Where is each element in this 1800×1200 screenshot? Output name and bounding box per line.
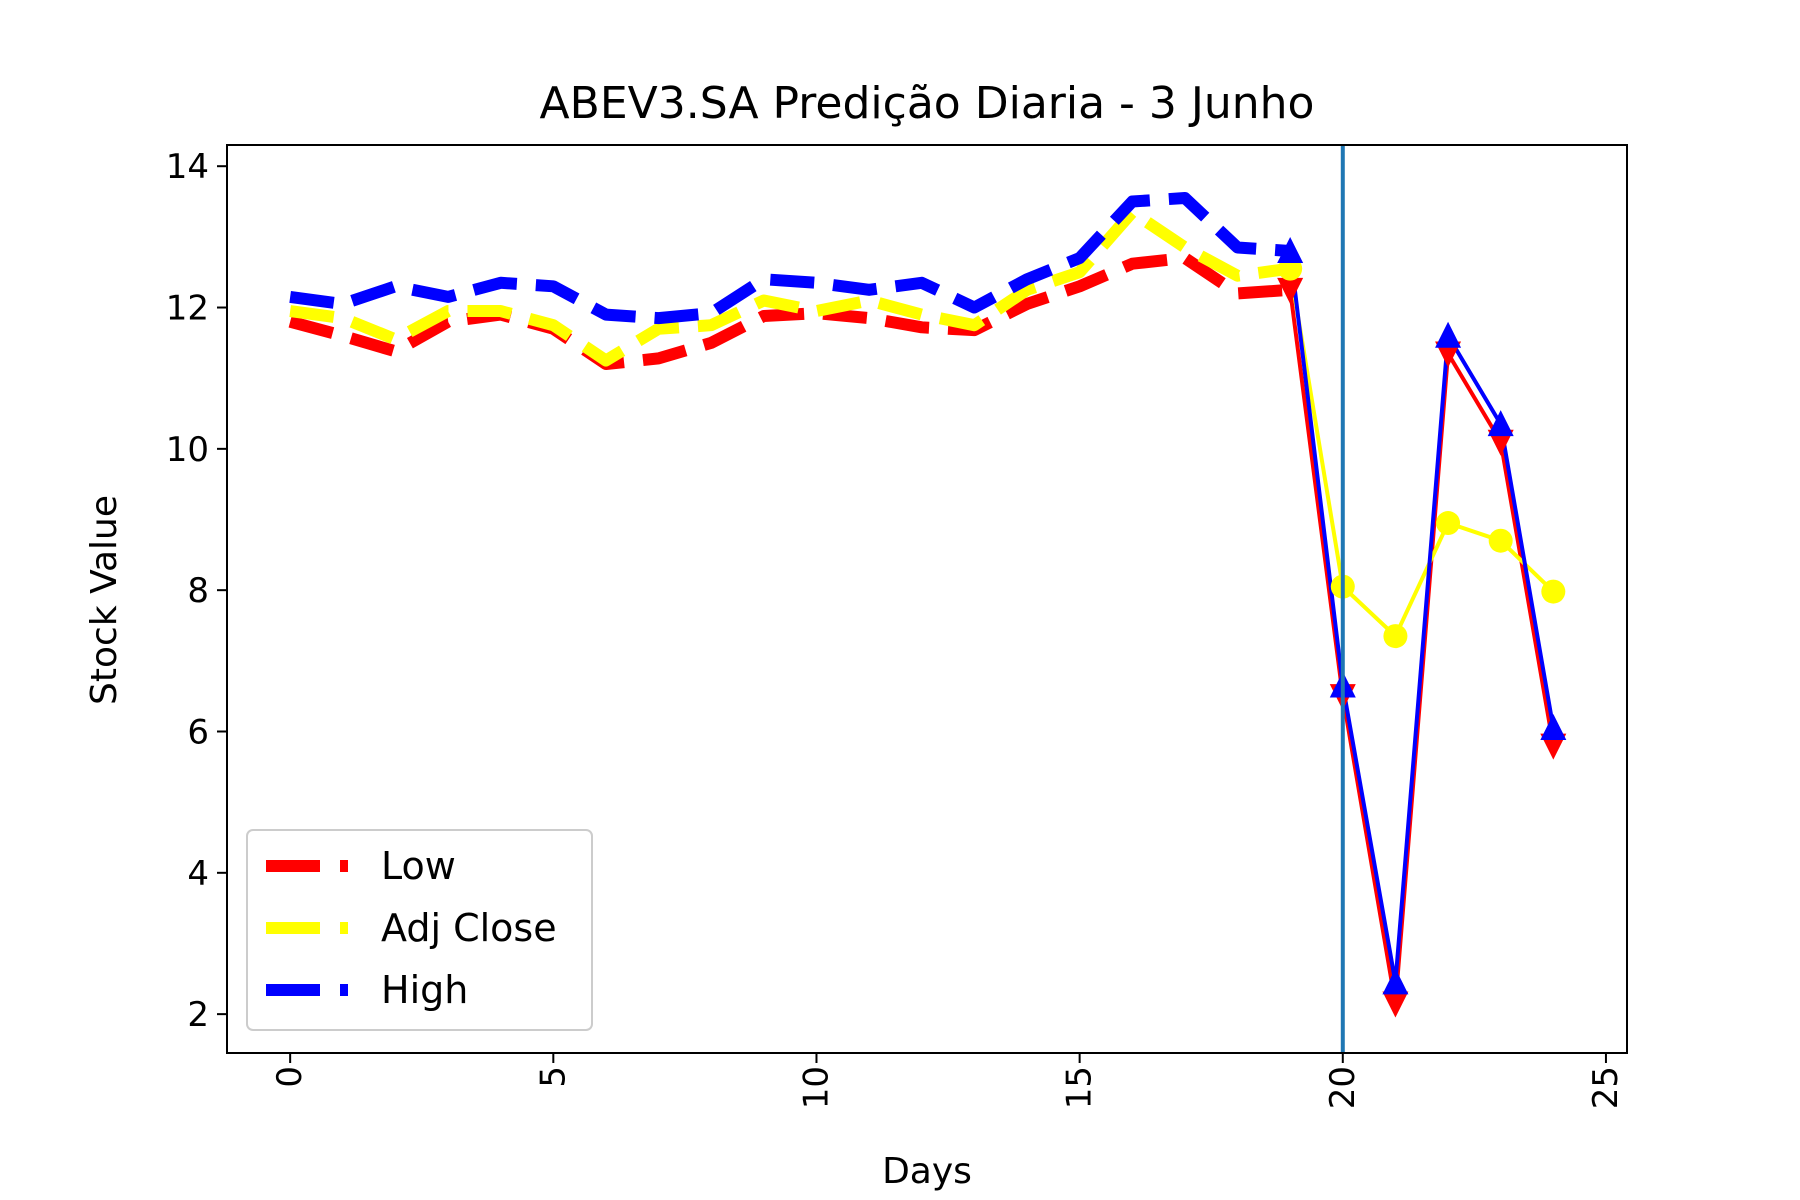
history-line-low bbox=[288, 252, 1291, 371]
plot-area bbox=[288, 145, 1567, 1053]
y-tick-label: 8 bbox=[187, 571, 209, 611]
marker-high bbox=[1435, 321, 1462, 348]
prediction-line-high bbox=[1288, 250, 1556, 985]
legend-label-high: High bbox=[381, 968, 468, 1012]
x-tick-label: 5 bbox=[533, 1066, 573, 1088]
legend-label-adj-close: Adj Close bbox=[381, 906, 557, 950]
y-tick-label: 10 bbox=[166, 430, 209, 470]
marker-high bbox=[1277, 236, 1304, 263]
marker-adj-close bbox=[1488, 528, 1513, 553]
legend-label-low: Low bbox=[381, 844, 456, 888]
marker-low bbox=[1382, 991, 1409, 1018]
marker-low bbox=[1277, 277, 1304, 304]
marker-adj-close bbox=[1541, 579, 1566, 604]
x-tick-label: 10 bbox=[796, 1066, 836, 1109]
legend-box bbox=[246, 829, 593, 1031]
marker-high bbox=[1382, 968, 1409, 995]
legend: Low Adj Close High bbox=[246, 829, 593, 1031]
y-tick-label: 14 bbox=[166, 147, 209, 187]
x-tick-label: 20 bbox=[1323, 1066, 1363, 1109]
marker-low bbox=[1487, 429, 1514, 456]
axes-frame bbox=[226, 144, 1628, 1054]
marker-adj-close bbox=[1383, 624, 1408, 649]
marker-low bbox=[1540, 733, 1567, 760]
x-axis-label: Days bbox=[882, 1151, 972, 1192]
history-line-high bbox=[289, 191, 1291, 325]
y-tick-label: 2 bbox=[187, 995, 209, 1035]
marker-high bbox=[1487, 410, 1514, 437]
axes: 0 5 10 15 20 25 2 4 6 8 10 12 14 bbox=[166, 144, 1628, 1109]
history-line-adj-close bbox=[289, 206, 1291, 367]
y-axis-label: Stock Value bbox=[84, 495, 125, 705]
marker-adj-close bbox=[1436, 511, 1461, 536]
marker-high bbox=[1540, 713, 1567, 740]
y-tick-label: 6 bbox=[187, 712, 209, 752]
prediction-line-adj-close bbox=[1288, 268, 1555, 639]
y-tick-label: 12 bbox=[166, 289, 209, 329]
x-tick-label: 0 bbox=[270, 1066, 310, 1088]
x-tick-label: 25 bbox=[1586, 1066, 1626, 1109]
chart-title: ABEV3.SA Predição Diaria - 3 Junho bbox=[540, 78, 1315, 129]
y-tick-label: 4 bbox=[187, 854, 209, 894]
marker-low bbox=[1435, 341, 1462, 368]
x-tick-label: 15 bbox=[1060, 1066, 1100, 1109]
